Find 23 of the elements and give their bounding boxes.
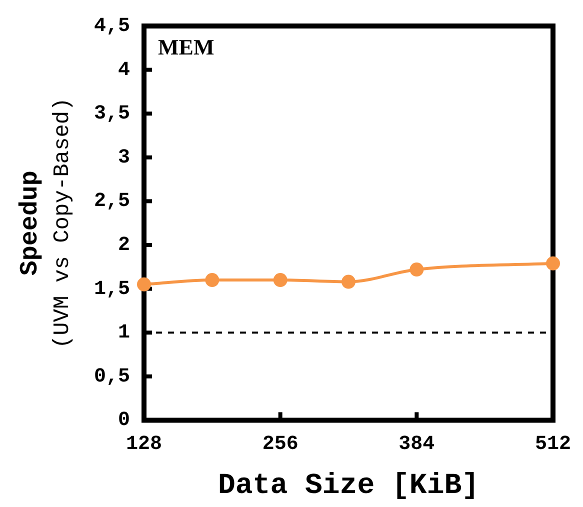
y-tick-label: 1,5 <box>94 278 130 301</box>
point <box>342 274 356 289</box>
y-tick-label: 2 <box>118 234 130 258</box>
annotation: MEM <box>158 34 214 60</box>
x-tick-label: 384 <box>398 433 435 456</box>
y-tick-label: 4 <box>118 58 130 82</box>
point <box>410 262 424 277</box>
y-tick-label: 2,5 <box>94 190 130 214</box>
y-axis-title: Speedup (UVM vs Copy-Based) <box>15 98 75 349</box>
point <box>546 256 560 270</box>
y-tick-label: 3,5 <box>94 102 130 126</box>
x-tick-label: 128 <box>126 433 162 456</box>
y-tick-label: 3 <box>118 146 130 170</box>
x-axis-title: Data Size [KiB] <box>218 468 480 502</box>
y-tick-label: 0,5 <box>94 365 130 388</box>
y-tick-label: 1 <box>118 322 130 345</box>
x-tick-label: 512 <box>534 433 572 456</box>
x-tick-label: 256 <box>262 433 298 456</box>
point <box>273 273 288 288</box>
y-tick-label: 4,5 <box>94 15 130 38</box>
point <box>205 273 220 288</box>
y-tick-label: 0 <box>118 409 130 432</box>
point <box>137 277 152 292</box>
